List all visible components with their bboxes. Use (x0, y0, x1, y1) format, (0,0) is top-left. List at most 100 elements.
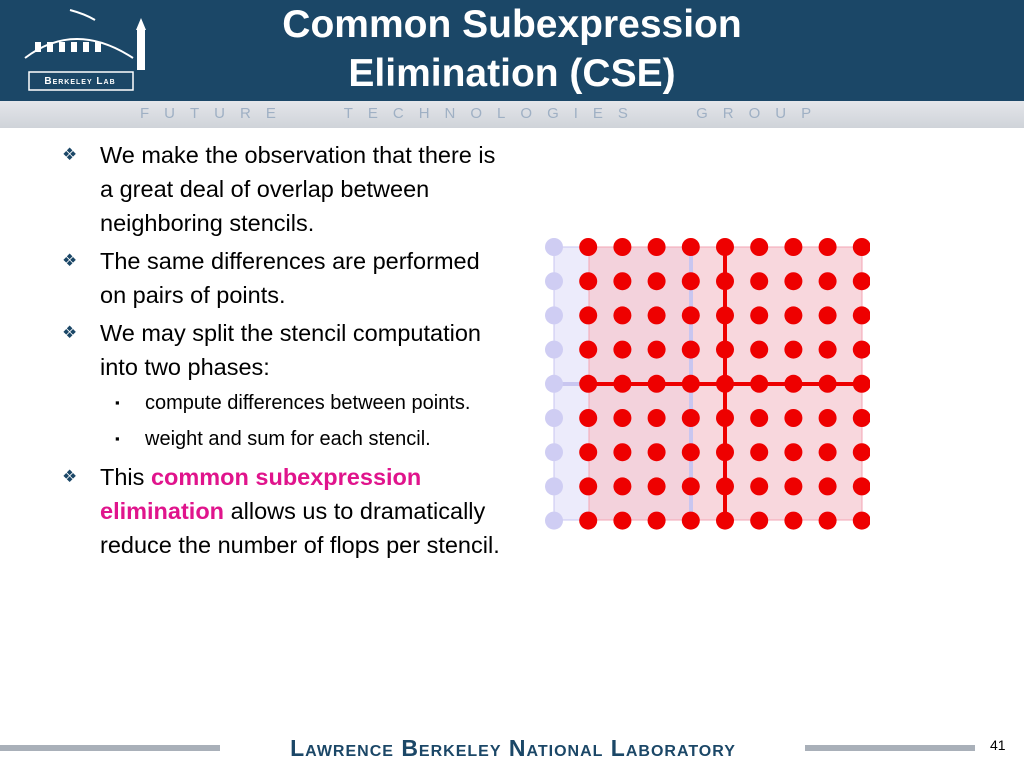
grid-point (818, 409, 837, 427)
bullet: ❖ We make the observation that there is a… (60, 138, 510, 240)
grid-point (613, 306, 632, 325)
banner-band (0, 101, 1024, 128)
footer-lab: Lawrence Berkeley National Laboratory (290, 735, 736, 761)
grid-point (579, 409, 598, 427)
grid-point (545, 409, 563, 427)
grid-point (852, 409, 870, 427)
grid-point (613, 340, 632, 359)
grid-point (579, 443, 598, 462)
grid-point (750, 340, 769, 359)
grid-point (613, 477, 632, 496)
bullet: ❖ We may split the stencil computation in… (60, 316, 510, 384)
grid-point (818, 443, 837, 462)
grid-point (545, 340, 563, 359)
footer: Lawrence Berkeley National Laboratory 41 (0, 733, 1024, 763)
grid-point (784, 340, 803, 359)
grid-point (784, 443, 803, 462)
grid-point (716, 511, 734, 530)
grid-point (750, 443, 769, 462)
grid-point (613, 374, 632, 393)
grid-point (852, 511, 870, 530)
grid-point (545, 272, 563, 291)
grid-point (716, 340, 734, 359)
grid-point (818, 511, 837, 530)
grid-point (852, 374, 870, 393)
grid-point (750, 306, 769, 325)
grid-point (613, 443, 632, 462)
bullet-text: We make the observation that there is a … (100, 142, 496, 236)
grid-point (716, 477, 734, 496)
grid-point (750, 374, 769, 393)
title-line: Common Subexpression (282, 3, 742, 46)
grid-point (681, 340, 700, 359)
bullet-marker: ❖ (62, 467, 78, 486)
grid-point (647, 409, 666, 427)
title-line: Elimination (CSE) (348, 52, 676, 95)
grid-point (750, 409, 769, 427)
grid-point (681, 477, 700, 496)
grid-point (647, 443, 666, 462)
grid-point (716, 443, 734, 462)
bullet-text: The same differences are performed on pa… (100, 248, 480, 308)
grid-point (716, 374, 734, 393)
grid-point (784, 272, 803, 291)
grid-point (545, 511, 563, 530)
grid-point (716, 306, 734, 325)
grid-point (784, 306, 803, 325)
grid-point (750, 272, 769, 291)
grid-point (716, 409, 734, 427)
grid-point (647, 306, 666, 325)
grid-point (681, 409, 700, 427)
grid-point (818, 340, 837, 359)
grid-point (750, 511, 769, 530)
grid-point (852, 443, 870, 462)
grid-point (818, 272, 837, 291)
grid-point (784, 511, 803, 530)
grid-point (681, 306, 700, 325)
grid-point (852, 340, 870, 359)
bullet-text: We may split the stencil computation int… (100, 320, 481, 380)
bullet-marker: ❖ (62, 323, 78, 342)
grid-point (579, 238, 598, 256)
highlight-text: common subexpression elimination (100, 464, 422, 524)
grid-point (852, 306, 870, 325)
grid-point (681, 238, 700, 256)
bullet-text: This (100, 464, 151, 490)
grid-point (784, 238, 803, 256)
grid-point (545, 374, 563, 393)
grid-point (852, 272, 870, 291)
bullet: ❖ The same differences are performed on p… (60, 244, 510, 312)
grid-point (716, 272, 734, 291)
grid-point (681, 511, 700, 530)
grid-point (545, 477, 563, 496)
grid-point (784, 374, 803, 393)
grid-point (852, 238, 870, 256)
grid-point (647, 340, 666, 359)
sub-bullet: ▪ compute differences between points. (60, 388, 510, 418)
header: Berkeley Lab Common Subexpression Elimin… (0, 0, 1024, 101)
grid-point (613, 272, 632, 291)
grid-point (818, 306, 837, 325)
footer-bar (0, 745, 220, 751)
sub-bullet-marker: ▪ (115, 431, 120, 446)
grid-point (818, 238, 837, 256)
grid-point (579, 340, 598, 359)
grid-point (750, 477, 769, 496)
grid-point (681, 374, 700, 393)
sub-bullet-text: compute differences between points. (145, 392, 471, 414)
bullet: ❖ This common subexpression elimination a… (60, 460, 510, 562)
grid-point (784, 409, 803, 427)
banner: FUTURE TECHNOLOGIES GROUP (140, 105, 827, 122)
logo (24, 9, 146, 91)
grid-point (818, 477, 837, 496)
bullet-text: allows us to dramatically reduce the num… (100, 498, 500, 558)
grid-point (579, 374, 598, 393)
bullet-marker: ❖ (62, 251, 78, 270)
grid-point (852, 477, 870, 496)
grid-point (613, 238, 632, 256)
sub-bullet-marker: ▪ (115, 395, 120, 410)
grid-point (579, 511, 598, 530)
grid-point (647, 238, 666, 256)
grid-point (545, 238, 563, 256)
